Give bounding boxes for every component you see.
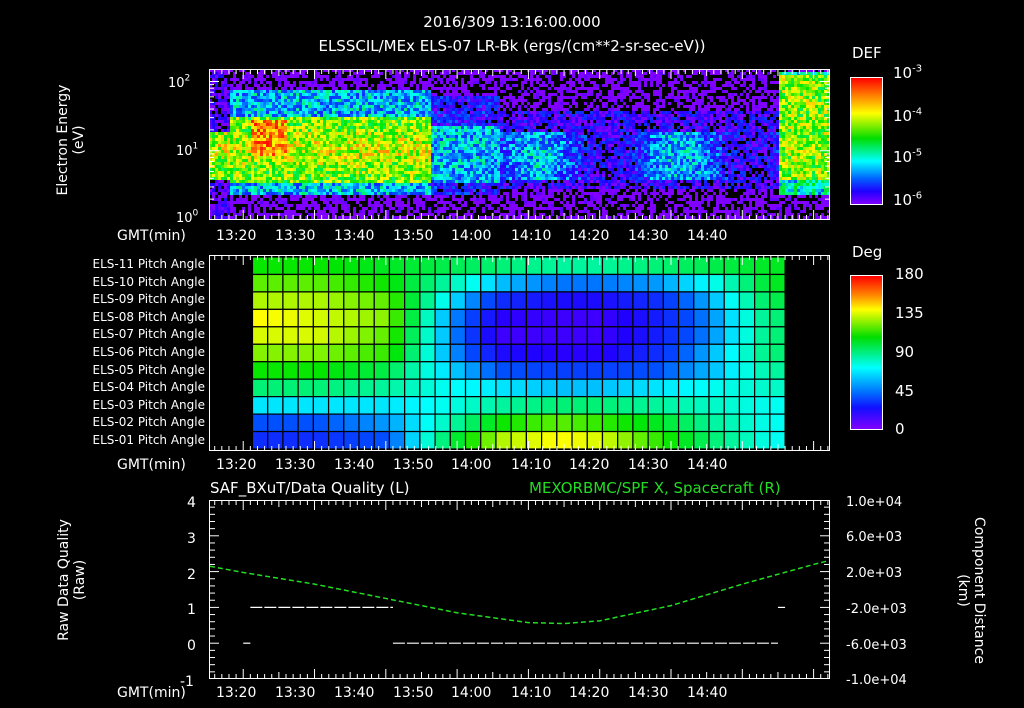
def-colorbar-tick: 10-4 bbox=[893, 106, 923, 125]
deg-colorbar-tick: 45 bbox=[895, 382, 915, 400]
def-colorbar bbox=[850, 77, 883, 205]
panel3-title-left: SAF_BXuT/Data Quality (L) bbox=[210, 479, 410, 497]
ytick-0: 0 bbox=[187, 638, 196, 654]
line-plot-canvas bbox=[209, 500, 830, 679]
row-label: ELS-04 Pitch Angle bbox=[92, 380, 205, 395]
panel3-title-right: MEXORBMC/SPF X, Spacecraft (R) bbox=[529, 479, 781, 497]
energy-ytick-100: 102 bbox=[168, 73, 191, 91]
plot-timestamp: 2016/309 13:16:00.000 bbox=[423, 13, 601, 31]
pitch-angle-canvas bbox=[209, 255, 830, 451]
def-colorbar-title: DEF bbox=[852, 44, 882, 62]
row-label: ELS-03 Pitch Angle bbox=[92, 397, 205, 412]
time-axis-ticks-3: 13:20 13:30 13:40 13:50 14:00 14:10 14:2… bbox=[216, 685, 728, 701]
row-label: ELS-02 Pitch Angle bbox=[92, 415, 205, 430]
row-label: ELS-10 Pitch Angle bbox=[92, 274, 205, 289]
row-label: ELS-07 Pitch Angle bbox=[92, 327, 205, 342]
quality-yticks: 4 3 2 1 0 -1 bbox=[180, 495, 196, 690]
row-label: ELS-05 Pitch Angle bbox=[92, 362, 205, 377]
def-colorbar-tick: 10-3 bbox=[893, 63, 923, 82]
def-colorbar-tick: 10-6 bbox=[893, 190, 923, 209]
time-axis-label-2: GMT(min) bbox=[117, 457, 186, 473]
pitch-angle-heatmap[interactable] bbox=[209, 255, 830, 451]
quality-position-plot[interactable] bbox=[209, 500, 830, 679]
deg-colorbar bbox=[850, 275, 883, 430]
row-label: ELS-08 Pitch Angle bbox=[92, 309, 205, 324]
time-axis-label-1: GMT(min) bbox=[117, 228, 186, 244]
time-axis-ticks-1: 13:20 13:30 13:40 13:50 14:00 14:10 14:2… bbox=[216, 228, 728, 244]
def-colorbar-tick: 10-5 bbox=[893, 147, 923, 166]
energy-ytick-1: 100 bbox=[176, 208, 199, 226]
plot-title: ELSSCIL/MEx ELS-07 LR-Bk (ergs/(cm**2-sr… bbox=[318, 37, 706, 55]
row-label: ELS-01 Pitch Angle bbox=[92, 433, 205, 447]
deg-colorbar-tick: 135 bbox=[895, 304, 924, 322]
row-label: ELS-06 Pitch Angle bbox=[92, 345, 205, 359]
energy-ytick-10: 101 bbox=[176, 141, 199, 159]
spectrogram-canvas bbox=[209, 69, 830, 220]
row-label: ELS-09 Pitch Angle bbox=[92, 292, 205, 307]
deg-colorbar-tick: 180 bbox=[895, 265, 924, 283]
deg-colorbar-tick: 0 bbox=[895, 420, 905, 438]
time-axis-ticks-2: 13:20 13:30 13:40 13:50 14:00 14:10 14:2… bbox=[216, 457, 728, 473]
time-axis-label-3: GMT(min) bbox=[117, 685, 186, 701]
row-label: ELS-11 Pitch Angle bbox=[92, 257, 205, 271]
energy-spectrogram[interactable] bbox=[209, 69, 830, 220]
distance-yticks: 1.0e+04 6.0e+03 2.0e+03 -2.0e+03 -6.0e+0… bbox=[846, 495, 907, 688]
deg-colorbar-tick: 90 bbox=[895, 343, 915, 361]
deg-colorbar-title: Deg bbox=[852, 243, 883, 261]
